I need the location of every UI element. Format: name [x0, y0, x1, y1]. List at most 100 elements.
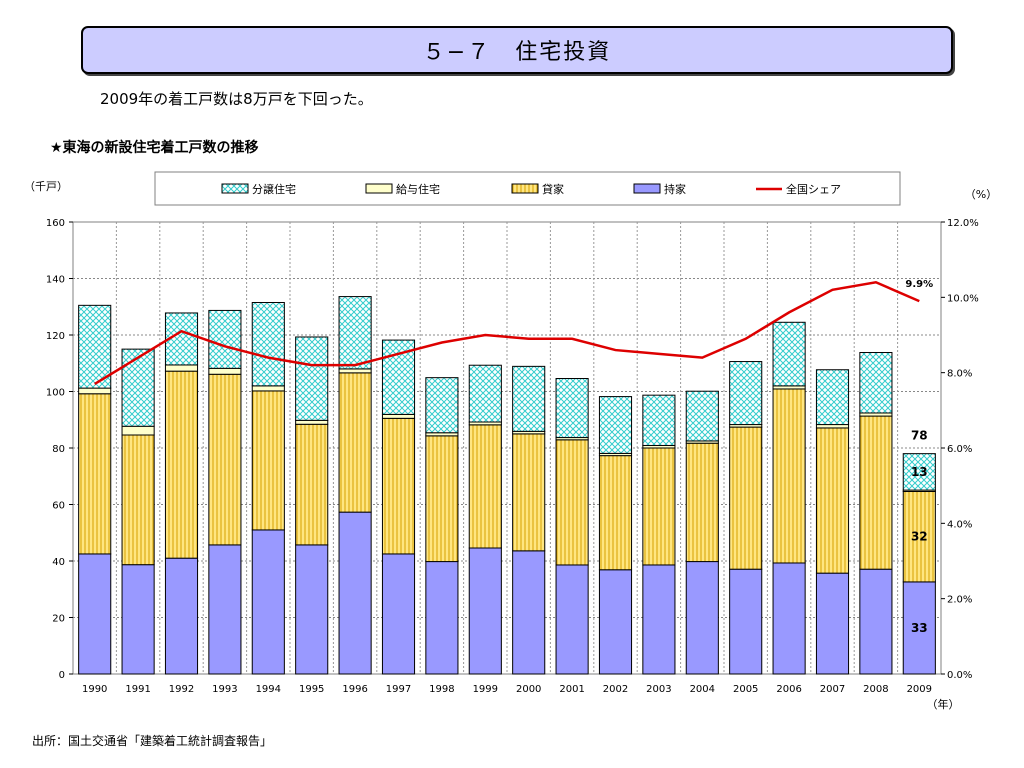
bar-mochiie-2000 [512, 550, 546, 675]
x-tick-label: 1997 [386, 684, 411, 695]
legend-swatch-mochiie [633, 183, 661, 194]
x-tick-label: 2009 [907, 684, 932, 695]
x-tick-label: 1991 [125, 684, 150, 695]
kashiya-2009-label: 32 [911, 530, 928, 544]
page-title: ５−７ 住宅投資 [81, 26, 953, 74]
y-tick-label: 100 [46, 388, 65, 399]
bar-kashiya-2004 [685, 442, 719, 563]
y2-axis-label: （%） [965, 188, 997, 201]
bar-kyuyo-1993 [208, 367, 242, 375]
y2-tick-label: 0.0% [947, 670, 972, 681]
bar-mochiie-1992 [164, 557, 199, 675]
bar-kashiya-1994 [251, 390, 285, 531]
line-share [94, 280, 920, 386]
bar-kashiya-1999 [468, 424, 502, 549]
x-tick-label: 1996 [342, 684, 367, 695]
bar-bunjo-2000 [512, 365, 546, 432]
bar-kashiya-2006 [772, 388, 806, 564]
x-tick-label: 1992 [169, 684, 194, 695]
y2-tick-label: 4.0% [947, 519, 972, 530]
bar-kashiya-2000 [512, 433, 546, 552]
bar-mochiie-1994 [251, 529, 285, 675]
x-tick-label: 2000 [516, 684, 541, 695]
bar-bunjo-1996 [338, 296, 372, 370]
legend-label-mochiie: 持家 [664, 182, 686, 196]
bar-kyuyo-1992 [164, 364, 199, 372]
mochiie-2009-label: 33 [911, 621, 928, 635]
bar-bunjo-2004 [685, 390, 719, 442]
bar-kashiya-1998 [425, 435, 459, 563]
legend-label-bunjo: 分譲住宅 [252, 182, 296, 196]
bar-kyuyo-1990 [78, 387, 112, 395]
y-tick-label: 60 [52, 501, 65, 512]
bar-kashiya-1993 [208, 373, 242, 546]
bar-mochiie-2002 [598, 569, 633, 675]
x-tick-label: 1993 [212, 684, 237, 695]
bar-kashiya-2003 [642, 447, 676, 566]
bar-mochiie-2006 [772, 562, 806, 675]
bar-bunjo-1999 [468, 364, 502, 423]
bar-kashiya-2007 [815, 427, 850, 574]
bar-bunjo-2003 [642, 394, 676, 446]
x-tick-label: 2008 [863, 684, 888, 695]
y2-tick-label: 12.0% [947, 218, 979, 229]
bar-kyuyo-1994 [251, 385, 285, 392]
bar-bunjo-1994 [251, 302, 285, 387]
bar-mochiie-1998 [425, 561, 459, 675]
x-tick-label: 2002 [603, 684, 628, 695]
x-tick-label: 1990 [82, 684, 107, 695]
bar-bunjo-1991 [121, 348, 155, 427]
x-tick-label: 2003 [646, 684, 671, 695]
bar-bunjo-2008 [859, 352, 893, 414]
y-axis-label: （千戸） [24, 180, 68, 193]
bar-kashiya-1992 [164, 370, 199, 559]
x-tick-label: 1998 [429, 684, 454, 695]
share-2009-label: 9.9% [905, 279, 933, 290]
y2-tick-label: 2.0% [947, 595, 972, 606]
legend-swatch-bunjo [221, 183, 249, 194]
legend-swatch-kyuyo [365, 183, 393, 194]
bar-kyuyo-1995 [295, 419, 329, 425]
bar-kashiya-2002 [598, 455, 633, 571]
bar-kashiya-2008 [859, 415, 893, 570]
x-tick-label: 2001 [559, 684, 584, 695]
bar-mochiie-1990 [78, 553, 112, 675]
legend-label-kashiya: 貸家 [542, 182, 564, 196]
y-tick-label: 0 [59, 670, 65, 681]
x-tick-label: 2005 [733, 684, 758, 695]
bar-mochiie-2005 [729, 568, 763, 675]
bar-bunjo-2009 [902, 453, 936, 491]
bar-kashiya-1997 [381, 417, 416, 555]
legend-label-kyuyo: 給与住宅 [396, 182, 440, 196]
bar-mochiie-1996 [338, 511, 372, 675]
bar-bunjo-2001 [555, 378, 589, 439]
bar-kashiya-1991 [121, 434, 155, 566]
x-tick-label: 2007 [820, 684, 845, 695]
bar-bunjo-2007 [815, 369, 850, 426]
x-tick-label: 1995 [299, 684, 324, 695]
bar-mochiie-1997 [381, 553, 416, 675]
bar-kashiya-1995 [295, 423, 329, 546]
bunjo-2009-label: 13 [911, 465, 928, 479]
bar-kyuyo-1996 [338, 368, 372, 374]
y-tick-label: 40 [52, 557, 65, 568]
bar-bunjo-2006 [772, 321, 806, 387]
bar-mochiie-2007 [815, 572, 850, 675]
y-tick-label: 80 [52, 444, 65, 455]
bar-mochiie-1999 [468, 547, 502, 675]
total-2009-label: 78 [911, 429, 928, 443]
legend-swatch-kashiya [511, 183, 539, 194]
bar-bunjo-2005 [729, 361, 763, 426]
x-tick-label: 1999 [473, 684, 498, 695]
y-tick-label: 160 [46, 218, 65, 229]
bar-bunjo-2002 [598, 396, 633, 454]
x-tick-label: 1994 [256, 684, 281, 695]
bar-kashiya-2001 [555, 439, 589, 566]
bar-bunjo-1997 [381, 339, 416, 415]
bar-mochiie-2003 [642, 564, 676, 675]
bar-mochiie-2001 [555, 564, 589, 675]
x-tick-label: 2004 [690, 684, 715, 695]
bar-bunjo-1992 [164, 312, 199, 366]
bar-mochiie-1995 [295, 544, 329, 675]
